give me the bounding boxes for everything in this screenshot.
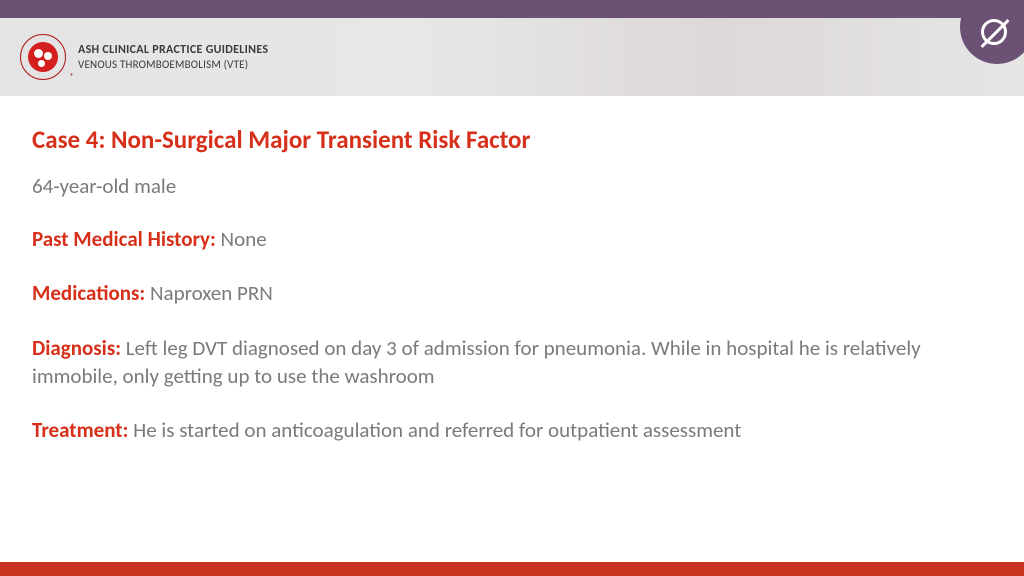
text-meds: Naproxen PRN [145,280,273,306]
logo-text: ASH CLINICAL PRACTICE GUIDELINES VENOUS … [78,43,268,71]
ash-seal-icon: ® [20,34,66,80]
vte-icon [981,19,1007,45]
section-meds: Medications: Naproxen PRN [32,279,992,307]
header-band: ® ASH CLINICAL PRACTICE GUIDELINES VENOU… [0,18,1024,96]
logo-line2: VENOUS THROMBOEMBOLISM (VTE) [78,58,268,71]
top-purple-bar [0,0,1024,18]
text-tx: He is started on anticoagulation and ref… [128,417,741,443]
label-dx: Diagnosis: [32,335,121,361]
corner-badge [954,0,1024,70]
case-title: Case 4: Non-Surgical Major Transient Ris… [32,124,992,155]
patient-line: 64-year-old male [32,173,992,199]
text-dx: Left leg DVT diagnosed on day 3 of admis… [32,335,921,389]
logo-line1: ASH CLINICAL PRACTICE GUIDELINES [78,43,268,57]
ash-logo: ® ASH CLINICAL PRACTICE GUIDELINES VENOU… [20,34,268,80]
label-meds: Medications: [32,280,145,306]
section-pmh: Past Medical History: None [32,225,992,253]
label-tx: Treatment: [32,417,128,443]
slide-content: Case 4: Non-Surgical Major Transient Ris… [0,96,1024,445]
section-dx: Diagnosis: Left leg DVT diagnosed on day… [32,334,992,391]
label-pmh: Past Medical History: [32,226,216,252]
text-pmh: None [216,226,267,252]
bottom-red-bar [0,562,1024,576]
section-tx: Treatment: He is started on anticoagulat… [32,416,992,444]
